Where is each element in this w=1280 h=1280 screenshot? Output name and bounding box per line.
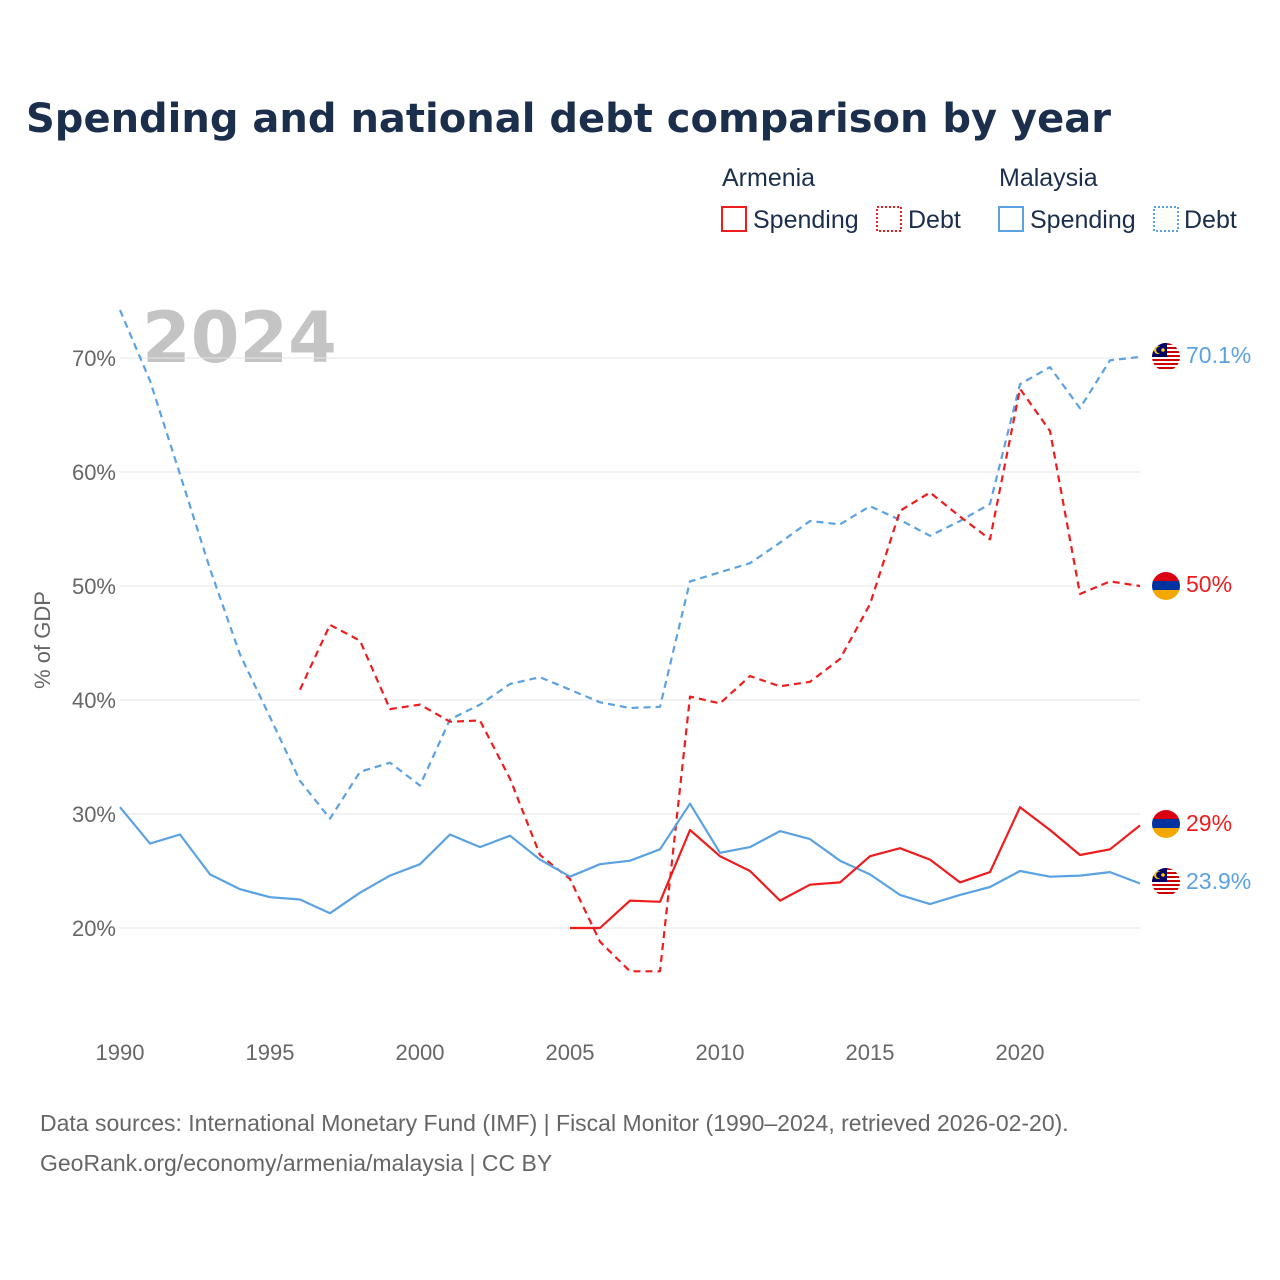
series-layer	[118, 309, 1141, 973]
end-label-armenia-debt: 50%	[1186, 571, 1232, 597]
x-tick-label: 1995	[246, 1040, 295, 1065]
y-tick-label: 60%	[72, 460, 116, 485]
legend-label-armenia-spending[interactable]: Spending	[753, 206, 859, 234]
legend-label-malaysia-spending[interactable]: Spending	[1030, 206, 1136, 234]
series-line-armenia-debt[interactable]	[299, 387, 1141, 973]
source-line-2[interactable]: GeoRank.org/economy/armenia/malaysia | C…	[40, 1150, 552, 1176]
x-tick-label: 2020	[996, 1040, 1045, 1065]
year-watermark: 2024	[142, 297, 337, 379]
series-line-armenia-spending[interactable]	[570, 806, 1141, 930]
legend-swatch-malaysia-spending[interactable]	[998, 206, 1024, 232]
malaysia-flag-icon	[1152, 868, 1180, 896]
y-tick-label: 50%	[72, 574, 116, 599]
legend-swatch-armenia-debt[interactable]	[876, 206, 902, 232]
x-tick-label: 2010	[696, 1040, 745, 1065]
y-tick-label: 30%	[72, 802, 116, 827]
legend-group-malaysia: Malaysia	[999, 164, 1098, 192]
tick-layer: 20% 30% 40% 50% 60% 70% 1990 1995 2000 2005 2010 20…	[72, 346, 1045, 1065]
end-label-malaysia-spending: 23.9%	[1186, 868, 1251, 894]
legend-swatch-malaysia-debt[interactable]	[1153, 206, 1179, 232]
x-tick-label: 2005	[546, 1040, 595, 1065]
x-tick-label: 2015	[846, 1040, 895, 1065]
y-tick-label: 40%	[72, 688, 116, 713]
grid-layer	[120, 357, 1140, 929]
legend-group-armenia: Armenia	[722, 164, 815, 192]
end-label-malaysia-debt: 70.1%	[1186, 342, 1251, 368]
legend-label-armenia-debt[interactable]: Debt	[908, 206, 961, 234]
chart-title: Spending and national debt comparison by…	[26, 96, 1111, 142]
legend: Armenia Spending Debt Malaysia Spending …	[721, 164, 1237, 234]
x-tick-label: 1990	[96, 1040, 145, 1065]
series-line-malaysia-debt[interactable]	[118, 309, 1141, 820]
x-tick-label: 2000	[396, 1040, 445, 1065]
armenia-flag-icon	[1152, 572, 1180, 600]
armenia-flag-icon	[1152, 810, 1180, 838]
malaysia-flag-icon	[1152, 343, 1180, 371]
source-line-1: Data sources: International Monetary Fun…	[40, 1110, 1069, 1136]
series-line-malaysia-spending[interactable]	[119, 802, 1141, 915]
y-tick-label: 20%	[72, 916, 116, 941]
legend-label-malaysia-debt[interactable]: Debt	[1184, 206, 1237, 234]
legend-swatch-armenia-spending[interactable]	[721, 206, 747, 232]
y-tick-label: 70%	[72, 346, 116, 371]
y-axis-label: % of GDP	[30, 591, 55, 689]
end-label-armenia-spending: 29%	[1186, 810, 1232, 836]
